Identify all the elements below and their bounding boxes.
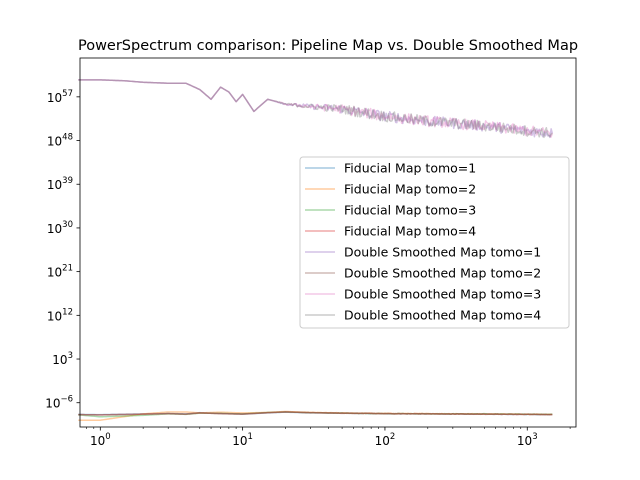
series-line-8	[78, 79, 553, 139]
series-layer	[78, 79, 554, 421]
y-tick-label: 1021	[47, 264, 73, 280]
legend: Fiducial Map tomo=1 Fiducial Map tomo=2 Fi…	[299, 156, 570, 329]
series-line-3	[78, 411, 553, 418]
y-tick-label: 1030	[47, 220, 73, 236]
legend-label-4: Fiducial Map tomo=4	[344, 224, 476, 239]
y-tick-label: 1039	[47, 176, 73, 192]
chart-title: PowerSpectrum comparison: Pipeline Map v…	[78, 38, 578, 54]
x-tick-label: 101	[232, 432, 253, 448]
y-tick-label: 1048	[47, 133, 73, 149]
series-line-7	[78, 79, 554, 138]
y-tick-label: 103	[52, 351, 73, 367]
legend-box	[299, 156, 570, 329]
series-line-6	[78, 411, 553, 416]
x-tick-label: 100	[90, 432, 111, 448]
legend-label-5: Double Smoothed Map tomo=1	[344, 245, 541, 260]
series-line-1	[78, 411, 553, 416]
y-tick-label: 1057	[47, 89, 73, 105]
y-tick-label: 10−6	[45, 395, 73, 411]
y-axis: 10−6 103 1012 1021 1030 1039 1048 1057	[45, 89, 80, 411]
legend-label-1: Fiducial Map tomo=1	[344, 161, 476, 176]
y-tick-label: 1012	[47, 307, 73, 323]
series-line-2	[78, 410, 553, 421]
series-line-4	[78, 411, 553, 416]
axes-frame	[79, 57, 577, 428]
series-line-5	[78, 79, 554, 139]
x-tick-label: 103	[517, 432, 538, 448]
x-axis: 100 101 102 103	[86, 427, 571, 448]
plot-area: 100 101 102 103 10−6 103 1012 1021 1030 1039 1048…	[45, 57, 577, 448]
legend-label-8: Double Smoothed Map tomo=4	[344, 308, 541, 323]
x-tick-label: 102	[375, 432, 396, 448]
legend-label-2: Fiducial Map tomo=2	[344, 182, 476, 197]
legend-label-3: Fiducial Map tomo=3	[344, 203, 476, 218]
legend-label-6: Double Smoothed Map tomo=2	[344, 266, 541, 281]
legend-label-7: Double Smoothed Map tomo=3	[344, 287, 541, 302]
